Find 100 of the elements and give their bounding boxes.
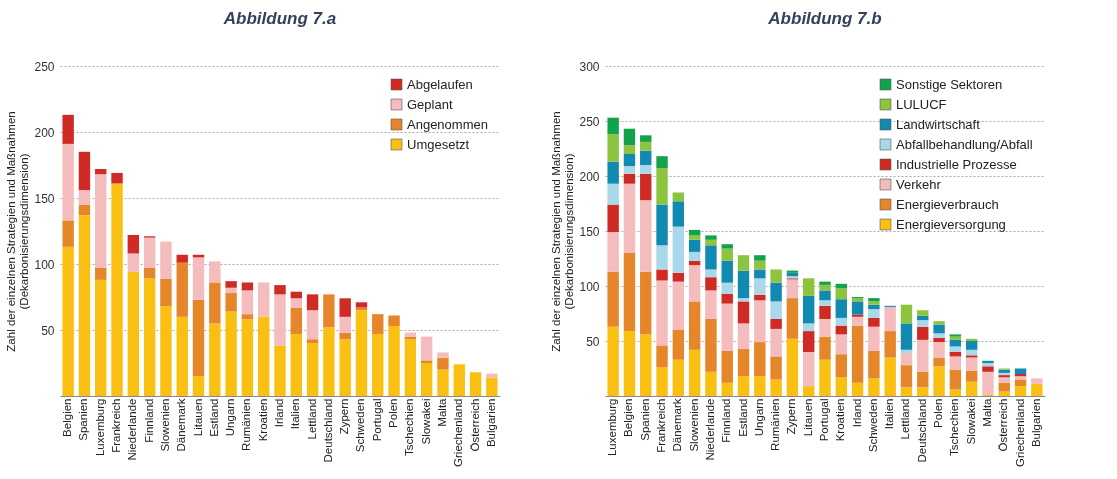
x-tick-label: Ungarn [224, 398, 237, 437]
bar [607, 204, 619, 233]
bar [965, 381, 978, 396]
bar [176, 262, 188, 317]
legend-label: Geplant [407, 96, 453, 112]
bar [688, 251, 701, 261]
x-tick-label: Portugal [818, 398, 830, 442]
y-tick-label: 300 [579, 59, 600, 74]
x-tick-label: Finnland [142, 398, 155, 443]
bar [819, 284, 831, 291]
bar [1031, 383, 1043, 396]
bar [803, 331, 815, 352]
x-tick-label: Malta [435, 397, 448, 427]
x-tick-label: Slowenien [158, 398, 171, 452]
bar [176, 316, 188, 396]
y-axis-title: Zahl der einzelnen Strategien und Maßnahmen (Dekarbonisierungsdimension) [549, 111, 576, 352]
x-tick-label: Rumänien [769, 398, 782, 451]
bar [884, 306, 896, 332]
y-axis-title: Zahl der einzelnen Strategien und Maßnahmen (Dekarbonisierungsdimension) [4, 111, 31, 352]
bar [933, 324, 945, 334]
bar [143, 237, 156, 268]
bar [225, 281, 237, 288]
y-tick-label: 150 [579, 224, 600, 239]
bar [998, 382, 1010, 392]
bar [721, 244, 733, 249]
bar [688, 349, 701, 396]
bar [737, 270, 750, 299]
chart-title: Abbildung 7.b [767, 9, 882, 28]
bar [982, 366, 994, 372]
bar [917, 339, 929, 372]
bar [949, 356, 962, 370]
bar [754, 278, 766, 295]
x-tick-label: Spanien [77, 398, 90, 441]
bar [404, 332, 417, 337]
bar [274, 285, 286, 295]
bar [607, 326, 619, 396]
y-tick-label: 50 [586, 334, 600, 349]
bar [917, 310, 929, 316]
x-tick-label: Irland [850, 398, 863, 428]
bar [656, 168, 668, 205]
bar [241, 290, 254, 315]
bar [656, 367, 668, 396]
bar [95, 168, 107, 175]
bar [721, 282, 733, 294]
bar [623, 128, 636, 146]
bar [900, 353, 913, 366]
bar [868, 350, 880, 379]
x-tick-label: Italien [289, 398, 302, 430]
bar [306, 339, 319, 344]
bar [78, 151, 91, 191]
bar [62, 220, 74, 247]
bar [949, 339, 962, 347]
bar [965, 357, 978, 371]
bar [835, 377, 847, 396]
x-tick-label: Zypern [785, 398, 798, 435]
bar [306, 343, 319, 396]
bar [225, 311, 237, 396]
bar [623, 166, 636, 174]
bar [754, 300, 766, 343]
x-tick-label: Luxemburg [606, 398, 619, 457]
bar [160, 306, 172, 396]
bar [851, 301, 864, 315]
bar [453, 364, 465, 396]
bar [290, 307, 302, 334]
bar [917, 387, 929, 396]
bar [819, 359, 831, 396]
x-tick-label: Irland [273, 398, 285, 428]
bar [705, 245, 717, 270]
bar [819, 290, 831, 301]
bar [868, 378, 880, 396]
bar [437, 352, 449, 358]
bar [486, 377, 498, 396]
bar [917, 371, 929, 388]
bar [192, 257, 205, 300]
bar [339, 339, 351, 396]
bar [705, 277, 717, 291]
x-tick-label: Polen [387, 398, 400, 428]
bar [640, 165, 652, 174]
bar [323, 294, 335, 328]
legend-label: LULUCF [896, 96, 947, 112]
bar [656, 345, 668, 368]
bar [127, 234, 140, 254]
bar [803, 323, 815, 332]
bar [933, 357, 945, 367]
bar [640, 173, 652, 201]
bar [192, 376, 205, 396]
bar [225, 287, 237, 294]
x-tick-label: Portugal [370, 398, 383, 442]
bar [623, 253, 636, 332]
bar [917, 326, 929, 340]
bar [209, 282, 221, 324]
bar [241, 282, 254, 291]
bar [339, 316, 351, 333]
legend-label: Industrielle Prozesse [896, 156, 1017, 172]
bar [982, 360, 994, 363]
x-tick-label: Kroatien [256, 398, 269, 442]
bar [607, 117, 619, 135]
bar [933, 366, 945, 396]
x-tick-label: Frankreich [655, 398, 668, 453]
bar [933, 342, 945, 358]
